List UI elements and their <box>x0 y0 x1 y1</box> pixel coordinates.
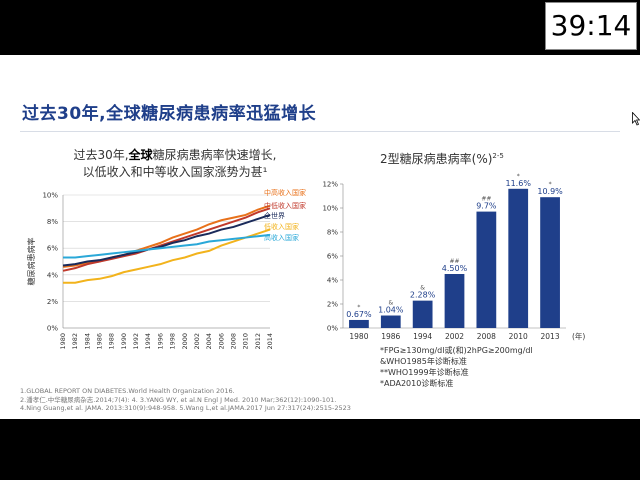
reference-3: 4.Ning Guang,et al. JAMA. 2013:310(9):94… <box>20 404 351 412</box>
line-series-label: 全世界 <box>264 211 285 220</box>
left-chart-caption: 过去30年,全球糖尿病患病率快速增长, 以低收入和中等收入国家涨势为甚¹ <box>60 147 290 181</box>
bar-y-tick-label: 10% <box>322 205 338 213</box>
line-y-tick-label: 2% <box>47 298 58 306</box>
slide-title: 过去30年,全球糖尿病患病率迅猛增长 <box>22 104 317 124</box>
bar-x-tick-label: 2002 <box>445 332 464 341</box>
note-1: *FPG≥130mg/dl或(和)2hPG≥200mg/dl <box>380 346 533 355</box>
bar-x-tick-label: 1994 <box>413 332 432 341</box>
line-series-4 <box>63 233 271 259</box>
bar-x-tick-label: 1980 <box>349 332 368 341</box>
bar-marker: * <box>549 181 552 188</box>
bar-y-tick-label: 8% <box>327 229 338 237</box>
line-y-tick-label: 0% <box>47 325 58 333</box>
line-series-label: 中高收入国家 <box>264 188 306 197</box>
caption-prefix: 过去30年, <box>73 148 129 162</box>
bar-1986 <box>380 315 401 328</box>
line-series-2 <box>62 213 271 267</box>
bar-value-label: 9.7% <box>476 202 497 211</box>
bar-value-label: 0.67% <box>346 310 372 319</box>
line-y-axis-label: 糖尿病患病率 <box>26 238 36 286</box>
bar-marker: & <box>388 300 393 307</box>
mouse-cursor-icon <box>632 112 640 126</box>
bar-y-tick-label: 2% <box>327 301 338 309</box>
line-x-tick-label: 1988 <box>108 333 116 350</box>
bar-marker: ## <box>481 196 491 203</box>
line-x-tick-label: 2006 <box>217 333 225 350</box>
references: 1.GLOBAL REPORT ON DIABETES.World Health… <box>20 387 351 413</box>
presentation-slide: 过去30年,全球糖尿病患病率迅猛增长 过去30年,全球糖尿病患病率快速增长, 以… <box>0 55 640 419</box>
bar-2008 <box>476 211 497 328</box>
line-series-label: 低收入国家 <box>264 222 299 231</box>
line-x-tick-label: 1980 <box>59 333 67 350</box>
line-x-tick-label: 2004 <box>205 333 213 350</box>
bar-chart-title-sup: 2-5 <box>492 152 504 160</box>
line-y-tick-label: 8% <box>47 218 58 226</box>
line-x-tick-label: 2014 <box>266 333 274 350</box>
bar-x-tick-label: 2008 <box>477 332 496 341</box>
line-x-tick-label: 1982 <box>71 333 79 350</box>
line-x-tick-label: 1998 <box>169 333 177 350</box>
line-series-label: 高收入国家 <box>264 233 299 242</box>
line-y-tick-label: 6% <box>47 245 58 253</box>
bar-value-label: 1.04% <box>378 306 404 315</box>
line-x-tick-label: 2000 <box>181 333 189 350</box>
title-divider <box>20 131 620 132</box>
bar-value-label: 4.50% <box>442 264 468 273</box>
bar-value-label: 11.6% <box>506 179 532 188</box>
line-x-tick-label: 1984 <box>83 333 91 350</box>
bar-chart-title: 2型糖尿病患病率(%)2-5 <box>380 150 504 167</box>
bar-y-tick-label: 6% <box>327 253 338 261</box>
bar-y-tick-label: 0% <box>327 325 338 333</box>
line-series-0 <box>62 204 271 268</box>
line-chart: 0% 2% 4% 6% 8% 10% 1980 1982 1984 1986 1988 1990 199… <box>26 173 585 350</box>
line-x-tick-label: 1990 <box>120 333 128 350</box>
bar-x-tick-label: 1986 <box>381 332 400 341</box>
bar-chart-title-text: 2型糖尿病患病率(%) <box>380 152 493 166</box>
bar-y-tick-label: 12% <box>322 181 338 189</box>
line-y-tick-label: 10% <box>42 192 58 200</box>
bar-chart-notes: *FPG≥130mg/dl或(和)2hPG≥200mg/dl &WHO1985年… <box>380 345 533 389</box>
line-x-tick-label: 2008 <box>229 333 237 350</box>
bar-x-tick-label: 2013 <box>541 332 560 341</box>
bar-1994 <box>412 300 433 328</box>
bar-2013 <box>540 197 560 328</box>
reference-1: 1.GLOBAL REPORT ON DIABETES.World Health… <box>20 387 235 395</box>
bar-2010 <box>508 188 529 328</box>
bar-marker: * <box>517 173 520 180</box>
note-2: &WHO1985年诊断标准 <box>380 357 467 366</box>
bar-x-axis-label: (年) <box>572 331 585 341</box>
line-series-label: 中低收入国家 <box>264 201 306 210</box>
caption-suffix: 糖尿病患病率快速增长, <box>152 148 277 162</box>
line-x-tick-label: 2002 <box>193 333 201 350</box>
reference-2: 2.潘孝仁.中华糖尿病杂志.2014;7(4): 4. 3.YANG WY, e… <box>20 395 337 404</box>
line-series-3 <box>63 228 271 284</box>
bar-marker: & <box>420 285 425 292</box>
note-4: *ADA2010诊断标准 <box>380 379 454 388</box>
bar-1980 <box>349 319 369 328</box>
bar-marker: * <box>357 304 360 311</box>
line-x-tick-label: 2012 <box>254 333 262 350</box>
line-x-tick-label: 1992 <box>132 333 140 350</box>
line-x-tick-label: 1986 <box>96 333 104 350</box>
caption-bold: 全球 <box>128 148 153 162</box>
bar-value-label: 10.9% <box>537 187 563 196</box>
bar-marker: ## <box>449 258 459 265</box>
line-x-tick-label: 2010 <box>242 333 250 350</box>
note-3: **WHO1999年诊断标准 <box>380 368 469 377</box>
bar-y-tick-label: 4% <box>327 277 338 285</box>
line-x-tick-label: 1994 <box>144 333 152 350</box>
bar-2002 <box>444 274 465 328</box>
countdown-timer: 39:14 <box>545 2 637 50</box>
bar-x-tick-label: 2010 <box>509 332 528 341</box>
bar-value-label: 2.28% <box>410 291 436 300</box>
line-y-tick-label: 4% <box>47 271 58 279</box>
caption-line2: 以低收入和中等收入国家涨势为甚¹ <box>82 165 268 179</box>
line-series-1 <box>62 207 271 272</box>
line-x-tick-label: 1996 <box>156 333 164 350</box>
